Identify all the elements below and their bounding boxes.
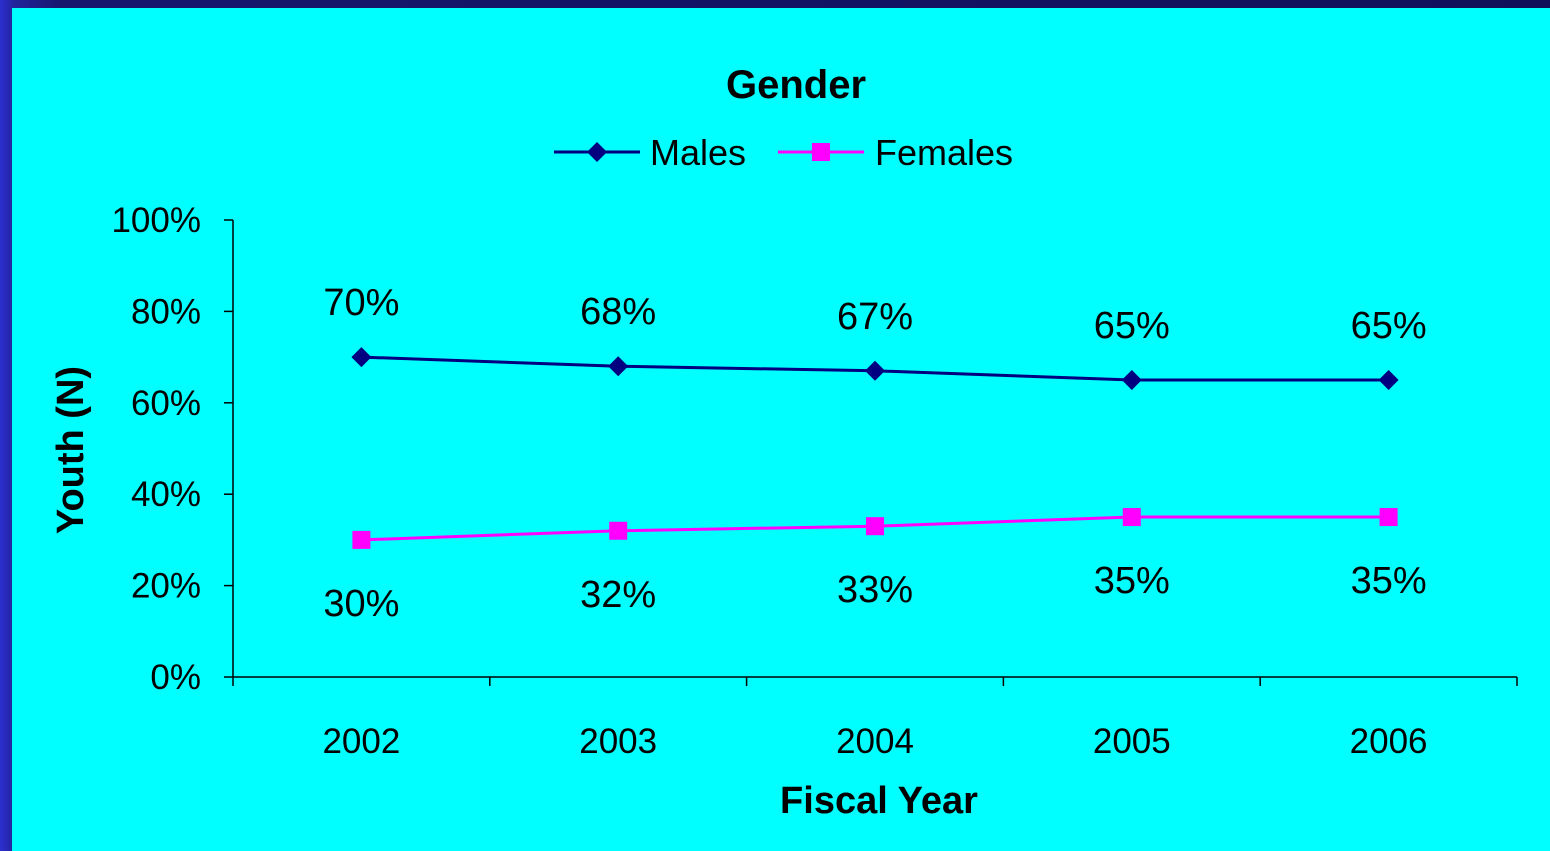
- data-label-males: 65%: [1094, 305, 1170, 347]
- data-label-males: 67%: [837, 296, 913, 338]
- data-labels: 70% 68% 67% 65% 65% 30% 32% 33% 35% 35%: [323, 282, 1426, 625]
- data-point-females: [1379, 508, 1398, 527]
- y-tick-label: 80%: [131, 292, 201, 331]
- data-point-females: [352, 530, 371, 549]
- x-axis-ticks: 2002 2003 2004 2005 2006: [232, 677, 1518, 761]
- legend-item-males: Males: [554, 132, 746, 173]
- data-label-males: 65%: [1351, 305, 1427, 347]
- data-point-females: [1122, 508, 1141, 527]
- x-tick-label: 2006: [1350, 722, 1428, 761]
- y-tick-label: 0%: [150, 658, 201, 697]
- data-point-males: [1378, 369, 1399, 390]
- legend-item-females: Females: [778, 132, 1013, 173]
- data-label-females: 32%: [580, 574, 656, 616]
- data-point-females: [609, 521, 628, 540]
- legend-females-label: Females: [875, 132, 1013, 173]
- data-label-females: 33%: [837, 569, 913, 611]
- series-females: [352, 508, 1398, 549]
- data-point-males: [865, 360, 885, 381]
- data-point-males: [608, 356, 629, 377]
- data-label-females: 35%: [1351, 560, 1427, 602]
- data-point-males: [351, 347, 372, 368]
- chart-title: Gender: [726, 63, 866, 107]
- series-males: [351, 347, 1399, 390]
- chart-background: [12, 8, 1550, 851]
- data-point-females: [866, 517, 884, 536]
- x-tick-label: 2005: [1093, 722, 1171, 761]
- line-chart: Gender Males Females Youth (N) Fiscal Ye…: [12, 8, 1550, 851]
- data-label-females: 35%: [1094, 560, 1170, 602]
- y-tick-label: 40%: [131, 475, 201, 514]
- x-tick-label: 2004: [836, 722, 914, 761]
- y-tick-label: 100%: [111, 201, 201, 240]
- y-tick-label: 60%: [131, 384, 201, 423]
- chart-panel: Gender Males Females Youth (N) Fiscal Ye…: [12, 8, 1550, 851]
- y-tick-label: 20%: [131, 567, 201, 606]
- legend-females-square-icon: [812, 143, 830, 161]
- legend: Males Females: [554, 132, 1013, 173]
- y-axis-title: Youth (N): [50, 366, 92, 534]
- data-point-males: [1121, 369, 1142, 390]
- data-label-males: 70%: [323, 282, 399, 324]
- legend-males-diamond-icon: [587, 142, 607, 162]
- x-axis-title: Fiscal Year: [780, 780, 978, 822]
- series-layer: [351, 347, 1399, 549]
- x-tick-label: 2002: [322, 722, 400, 761]
- legend-males-label: Males: [650, 132, 746, 173]
- data-label-males: 68%: [580, 291, 656, 333]
- x-tick-label: 2003: [579, 722, 657, 761]
- y-axis-ticks: 0% 20% 40% 60% 80% 100%: [111, 201, 233, 697]
- data-label-females: 30%: [323, 583, 399, 625]
- axes: [232, 220, 1517, 678]
